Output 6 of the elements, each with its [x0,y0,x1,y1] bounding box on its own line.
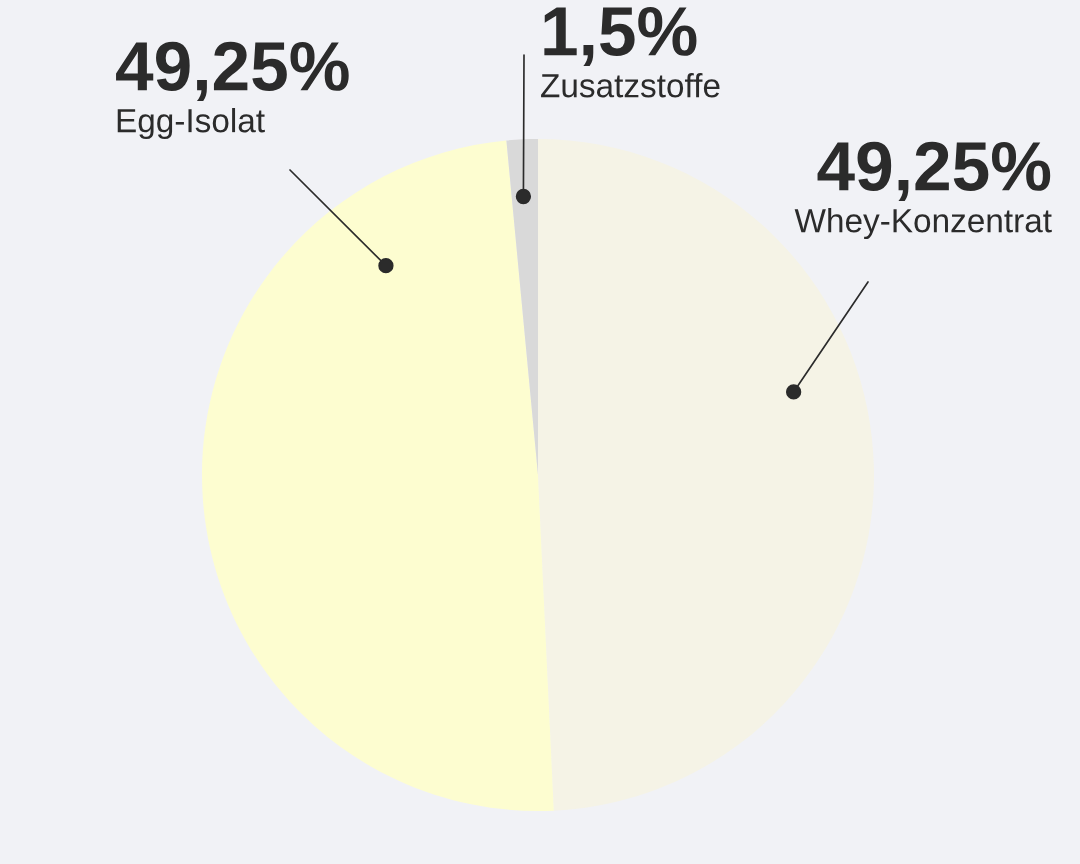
data-label: 1,5% [544,7,697,67]
slice-label: Egg-Isolat [117,108,265,140]
data-label: 49,25% [817,141,1051,202]
slice-label: Zusatzstoffe [541,73,720,98]
slice-label: Whey-Konzentrat [794,208,1052,240]
data-label: 49,25% [116,41,349,102]
